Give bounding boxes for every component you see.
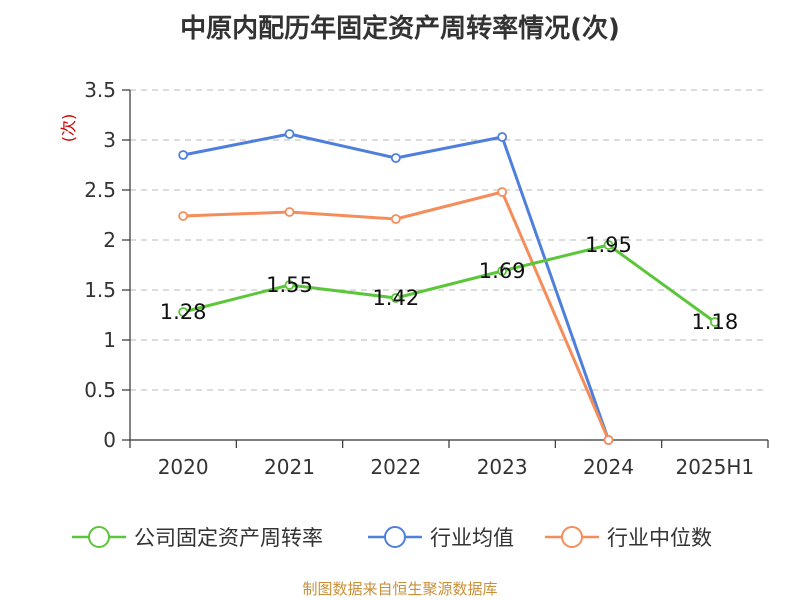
source-footer: 制图数据来自恒生聚源数据库 [302, 580, 498, 598]
legend-label: 公司固定资产周转率 [134, 526, 323, 550]
series-points [178, 129, 720, 445]
data-point [497, 266, 508, 276]
legend-item: 行业均值 [368, 526, 514, 550]
data-point [709, 317, 720, 327]
x-tick-label: 2025H1 [675, 455, 754, 479]
y-tick-label: 0.5 [84, 378, 116, 402]
data-point [178, 307, 189, 317]
chart-title: 中原内配历年固定资产周转率情况(次) [180, 14, 620, 44]
data-point [390, 293, 401, 303]
axes: 0 0.5 1 1.5 2 2.5 3 3.5 2020 2021 2022 2023 2024 2025… [84, 78, 769, 479]
y-tick-label: 3.5 [84, 78, 116, 102]
y-tick-label: 2.5 [84, 178, 116, 202]
legend: 公司固定资产周转率 行业均值 行业中位数 [72, 526, 712, 550]
legend-marker [88, 526, 110, 548]
data-label: 1.95 [585, 233, 632, 257]
data-label: 1.69 [479, 259, 526, 283]
x-tick-label: 2024 [583, 455, 634, 479]
y-tick-label: 1 [103, 328, 116, 352]
y-tick-label: 3 [103, 128, 116, 152]
x-tick-label: 2023 [477, 455, 528, 479]
data-point [284, 129, 295, 139]
y-tick-label: 0 [103, 428, 116, 452]
series-line [183, 190, 610, 441]
legend-item: 行业中位数 [545, 526, 712, 550]
y-tick-label: 1.5 [84, 278, 116, 302]
data-point [178, 211, 189, 221]
data-point [284, 207, 295, 217]
data-labels: 1.28 1.55 1.42 1.69 1.95 1.18 [160, 233, 738, 334]
data-point [390, 153, 401, 163]
grid-lines [130, 89, 768, 391]
data-point [603, 240, 614, 250]
x-tick-label: 2020 [158, 455, 209, 479]
y-tick-label: 2 [103, 228, 116, 252]
legend-label: 行业均值 [430, 526, 514, 550]
data-point [390, 214, 401, 224]
data-label: 1.42 [372, 286, 419, 310]
data-point [497, 187, 508, 197]
data-label: 1.55 [266, 273, 313, 297]
data-point [497, 132, 508, 142]
data-label: 1.18 [691, 310, 738, 334]
data-point [603, 435, 614, 445]
data-point [178, 150, 189, 160]
series-lines [182, 132, 716, 441]
series-line [182, 243, 716, 324]
x-tick-label: 2022 [370, 455, 421, 479]
legend-marker [561, 526, 583, 548]
x-tick-label: 2021 [264, 455, 315, 479]
data-label: 1.28 [160, 300, 207, 324]
y-axis-label: (次) [59, 114, 78, 143]
legend-label: 行业中位数 [607, 526, 712, 550]
data-point [284, 280, 295, 290]
legend-marker [384, 526, 406, 548]
legend-item: 公司固定资产周转率 [72, 526, 323, 550]
